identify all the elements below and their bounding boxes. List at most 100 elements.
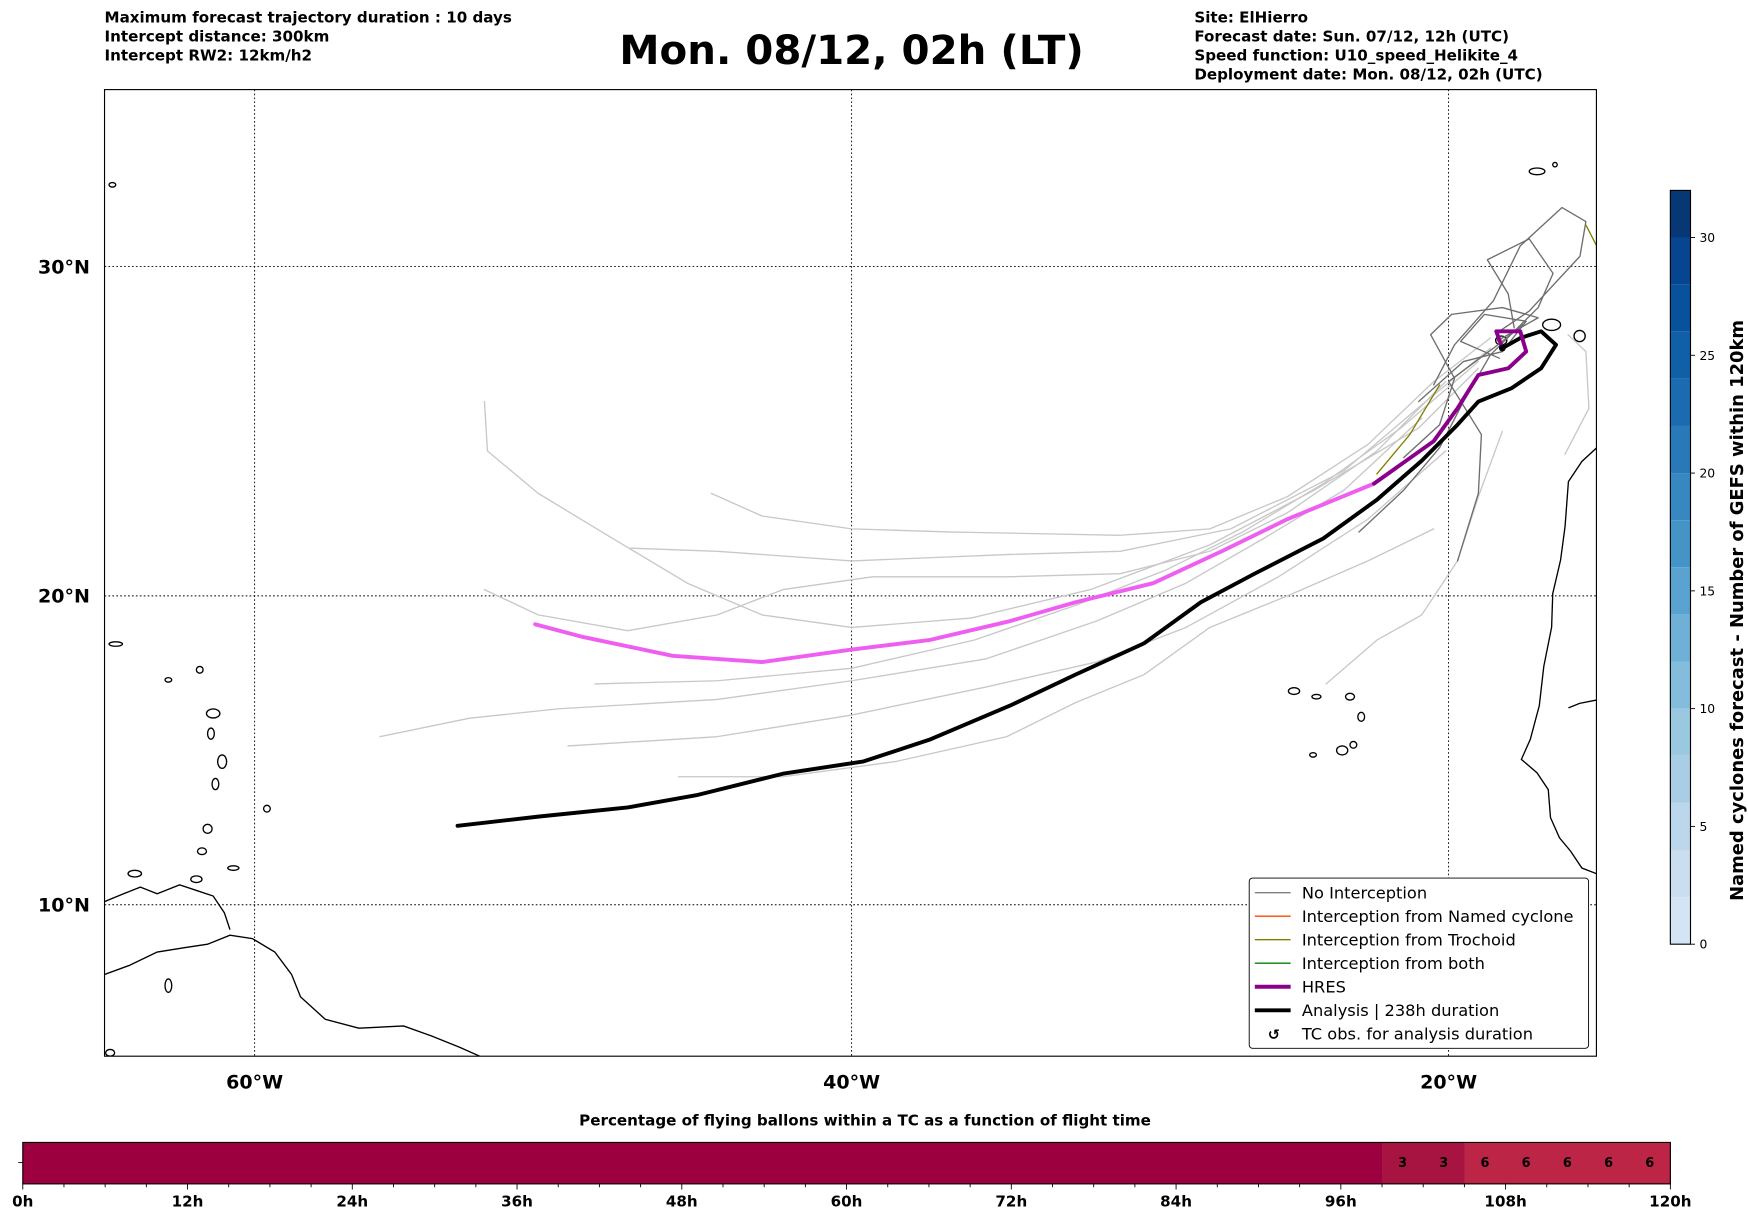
lon-tick-label: 60°W <box>226 1072 283 1094</box>
lat-tick-label: 20°N <box>38 586 90 608</box>
legend-item: Analysis | 238h duration <box>1254 1001 1499 1020</box>
coastline <box>1520 447 1597 875</box>
legend-label: Interception from Trochoid <box>1302 930 1516 949</box>
flight-time-cell <box>1546 1142 1589 1184</box>
flight-time-cell <box>928 1142 971 1184</box>
flight-time-tick-label: 24h <box>336 1192 368 1210</box>
island <box>164 978 173 994</box>
flight-time-cell <box>475 1142 518 1184</box>
trajectories <box>379 206 1597 828</box>
flight-time-cell <box>970 1142 1012 1184</box>
hres-trajectory <box>1372 329 1529 486</box>
trajectory-trochoid-interception <box>1376 384 1441 475</box>
flight-time-cell <box>146 1142 189 1184</box>
legend-label: No Interception <box>1302 883 1427 902</box>
flight-time-cell <box>1134 1142 1177 1184</box>
colorbar-band <box>1670 708 1691 756</box>
island <box>190 875 203 884</box>
colorbar-tick-label: 10 <box>1699 702 1715 716</box>
legend-label: Interception from both <box>1302 954 1485 973</box>
flight-time-cell-value: 3 <box>1439 1156 1448 1171</box>
flight-time-tick-label: 0h <box>12 1192 33 1210</box>
island <box>206 727 215 740</box>
flight-time-cell <box>1629 1142 1671 1184</box>
legend-item: Interception from Named cyclone <box>1254 907 1574 926</box>
coastline <box>1568 699 1597 709</box>
colorbar-tick-label: 30 <box>1699 231 1715 245</box>
island <box>216 754 228 770</box>
flight-time-tick-label: 36h <box>501 1192 533 1210</box>
coastlines <box>104 161 1597 1057</box>
island <box>1349 740 1358 749</box>
island <box>202 823 213 834</box>
colorbar-tick-label: 5 <box>1699 820 1707 834</box>
colorbar-band <box>1670 849 1691 898</box>
flight-time-cell <box>228 1142 271 1184</box>
flight-time-cell <box>681 1142 724 1184</box>
legend-box <box>1248 877 1590 1049</box>
ensemble-trajectory-no-interception <box>1564 333 1590 455</box>
island <box>196 847 208 856</box>
colorbar-band <box>1670 755 1691 803</box>
colorbar-band <box>1670 284 1691 332</box>
colorbar-band <box>1670 425 1691 474</box>
ensemble-trajectory-no-interception <box>1418 313 1527 403</box>
flight-time-cell-value: 6 <box>1481 1156 1490 1171</box>
flight-time-cell-value: 3 <box>1398 1156 1407 1171</box>
flight-time-cell <box>599 1142 642 1184</box>
legend: No Interception Interception from Named c… <box>1248 877 1590 1049</box>
flight-time-tick-label: 72h <box>995 1192 1027 1210</box>
flight-time-cell <box>1382 1142 1424 1184</box>
header-right: Site: ElHierro Forecast date: Sun. 07/12… <box>1194 8 1542 83</box>
deployment-date-text: Deployment date: Mon. 08/12, 02h (UTC) <box>1194 66 1542 84</box>
flight-time-cell <box>1093 1142 1136 1184</box>
max-duration-text: Maximum forecast trajectory duration : 1… <box>105 8 512 26</box>
legend-label: Analysis | 238h duration <box>1302 1001 1499 1020</box>
flight-time-cell <box>1464 1142 1507 1184</box>
flight-time-bar: Percentage of flying ballons within a TC… <box>12 1112 1691 1211</box>
intercept-distance-text: Intercept distance: 300km <box>105 27 330 45</box>
legend-label: HRES <box>1302 977 1346 996</box>
island <box>195 665 204 674</box>
ensemble-trajectory-no-interception <box>1447 323 1524 562</box>
island <box>1335 745 1349 756</box>
colorbar-label: Named cyclones forecast - Number of GEFS… <box>1727 320 1748 901</box>
flight-time-cell <box>640 1142 683 1184</box>
colorbar-band <box>1670 567 1691 615</box>
flight-time-cell <box>105 1142 147 1184</box>
colorbar-tick-label: 15 <box>1699 584 1715 598</box>
island <box>227 865 240 871</box>
island <box>1287 687 1301 696</box>
flight-time-cell <box>764 1142 806 1184</box>
ensemble-trajectory-no-interception <box>1325 430 1504 685</box>
flight-time-tick-label: 60h <box>831 1192 863 1210</box>
flight-time-bar-title: Percentage of flying ballons within a TC… <box>579 1112 1151 1130</box>
ensemble-trajectory-no-interception <box>567 450 1447 747</box>
ensemble-trajectory-no-interception <box>677 528 1435 778</box>
flight-time-cell <box>517 1142 559 1184</box>
map-panel: 60°W 40°W 20°W 30°N 20°N 10°N No Interception… <box>38 89 1597 1094</box>
island <box>164 676 173 683</box>
axis-tick-labels: 60°W 40°W 20°W 30°N 20°N 10°N <box>38 256 1477 1093</box>
ensemble-trajectory-no-interception <box>483 367 1480 629</box>
colorbar-band <box>1670 237 1691 285</box>
legend-item: Interception from both <box>1254 954 1485 973</box>
flight-time-cell <box>1258 1142 1301 1184</box>
flight-time-cell-value: 6 <box>1645 1156 1654 1171</box>
island <box>127 869 143 878</box>
launch-site-marker <box>1498 344 1506 352</box>
colorbar-band <box>1670 190 1691 238</box>
ensemble-trajectory-no-interception <box>483 380 1447 632</box>
flight-time-cell <box>311 1142 353 1184</box>
ensemble-trajectory-no-interception <box>594 360 1480 685</box>
coastline <box>104 884 231 930</box>
analysis-trajectory <box>455 329 1558 828</box>
forecast-date-text: Forecast date: Sun. 07/12, 12h (UTC) <box>1194 27 1509 45</box>
flight-time-cell-value: 6 <box>1563 1156 1572 1171</box>
flight-time-tick-label: 108h <box>1484 1192 1526 1210</box>
legend-label: Interception from Named cyclone <box>1302 907 1574 926</box>
flight-time-tick-label: 120h <box>1649 1192 1691 1210</box>
flight-time-cell <box>1587 1142 1630 1184</box>
island <box>262 804 271 813</box>
flight-time-cell-value: 6 <box>1522 1156 1531 1171</box>
